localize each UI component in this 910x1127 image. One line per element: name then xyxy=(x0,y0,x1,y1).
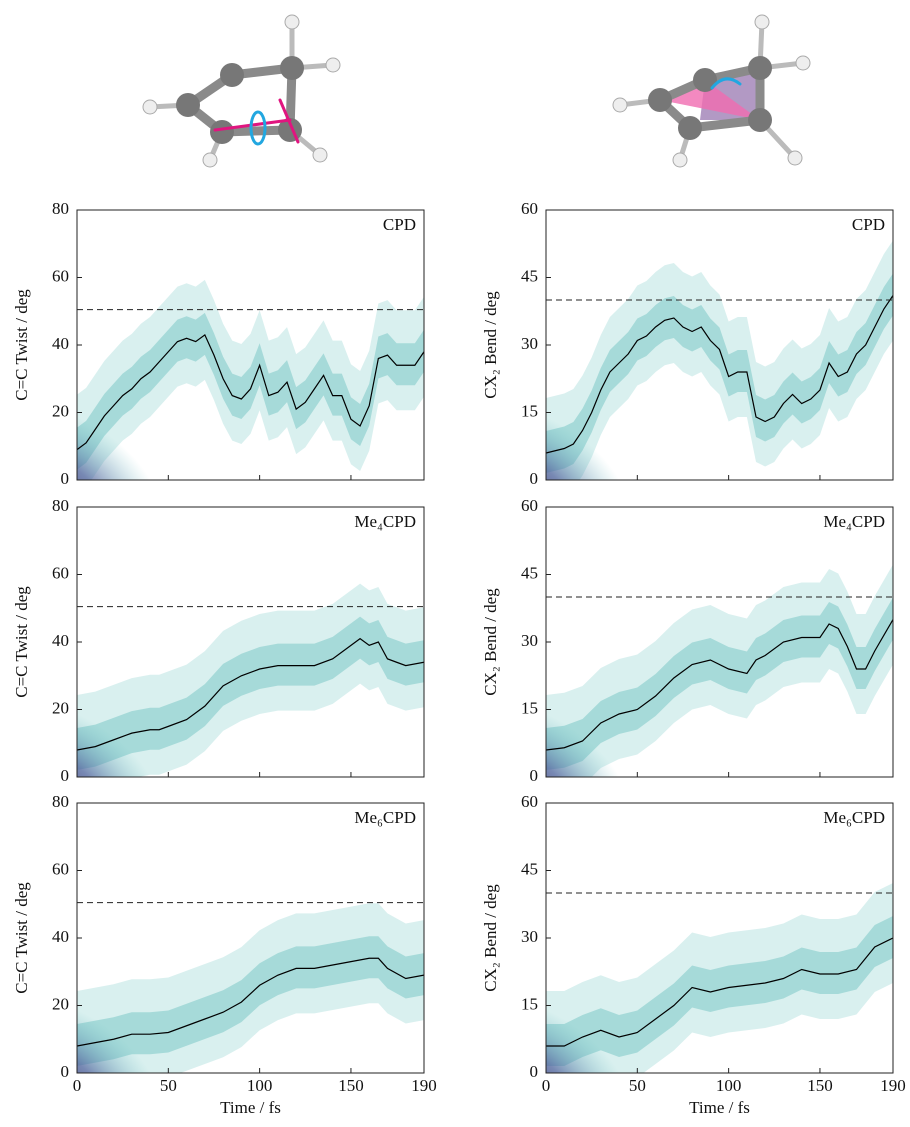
y-axis-label: CX₂ Bend / deg xyxy=(481,884,500,992)
mean-line xyxy=(546,295,893,454)
y-tick-label: 20 xyxy=(52,994,69,1013)
panel-label: Me₆CPD xyxy=(354,808,416,827)
y-tick-label: 80 xyxy=(52,496,69,515)
x-tick-label: 190 xyxy=(411,1076,437,1095)
y-tick-label: 40 xyxy=(52,334,69,353)
x-tick-label: 50 xyxy=(160,1076,177,1095)
y-tick-label: 45 xyxy=(521,563,538,582)
density-peak xyxy=(546,695,636,777)
plot-area xyxy=(77,583,424,777)
y-tick-label: 0 xyxy=(61,766,70,785)
x-tick-label: 100 xyxy=(716,1076,742,1095)
y-tick-label: 0 xyxy=(61,1062,70,1081)
molecule-bend xyxy=(612,14,811,168)
y-tick-label: 45 xyxy=(521,266,538,285)
density-core xyxy=(77,312,424,470)
y-tick-label: 80 xyxy=(52,792,69,811)
density-core xyxy=(546,597,893,770)
panel-label: Me₆CPD xyxy=(823,808,885,827)
y-tick-label: 60 xyxy=(521,792,538,811)
y-axis-label: C=C Twist / deg xyxy=(12,882,31,994)
x-tick-label: 190 xyxy=(880,1076,906,1095)
density-peak xyxy=(546,991,636,1073)
y-tick-label: 30 xyxy=(521,631,538,650)
y-tick-label: 0 xyxy=(530,1062,539,1081)
panel-label: Me₄CPD xyxy=(354,512,416,531)
plot-area xyxy=(77,279,424,480)
density-core xyxy=(77,936,424,1066)
mean-line xyxy=(77,957,424,1047)
y-axis-label: C=C Twist / deg xyxy=(12,289,31,401)
mean-line xyxy=(77,333,424,451)
y-tick-label: 30 xyxy=(521,927,538,946)
panel-label: Me₄CPD xyxy=(823,512,885,531)
panel-label: CPD xyxy=(383,215,416,234)
x-tick-label: 150 xyxy=(807,1076,833,1095)
density-peak xyxy=(546,398,636,480)
y-tick-label: 60 xyxy=(52,563,69,582)
y-tick-label: 20 xyxy=(52,698,69,717)
density-peak xyxy=(77,398,167,480)
x-tick-label: 50 xyxy=(629,1076,646,1095)
x-tick-label: 100 xyxy=(247,1076,273,1095)
molecule-twist xyxy=(142,14,341,168)
mean-line xyxy=(546,619,893,751)
density-peak xyxy=(77,991,167,1073)
plot-area xyxy=(546,564,893,777)
y-tick-label: 0 xyxy=(61,469,70,488)
y-axis-label: CX₂ Bend / deg xyxy=(481,588,500,696)
density-core xyxy=(546,916,893,1066)
y-tick-label: 40 xyxy=(52,927,69,946)
y-tick-label: 60 xyxy=(521,496,538,515)
y-tick-label: 60 xyxy=(521,199,538,218)
x-tick-label: 0 xyxy=(542,1076,551,1095)
y-tick-label: 60 xyxy=(52,266,69,285)
mean-line xyxy=(546,937,893,1047)
y-tick-label: 0 xyxy=(530,469,539,488)
plot-area xyxy=(546,240,893,480)
panel-label: CPD xyxy=(852,215,885,234)
y-tick-label: 15 xyxy=(521,698,538,717)
x-tick-label: 150 xyxy=(338,1076,364,1095)
y-tick-label: 20 xyxy=(52,401,69,420)
x-tick-label: 0 xyxy=(73,1076,82,1095)
y-tick-label: 30 xyxy=(521,334,538,353)
x-axis-label: Time / fs xyxy=(220,1098,281,1117)
y-tick-label: 45 xyxy=(521,859,538,878)
plot-area xyxy=(546,883,893,1073)
y-tick-label: 15 xyxy=(521,401,538,420)
x-axis-label: Time / fs xyxy=(689,1098,750,1117)
mean-line xyxy=(77,637,424,751)
y-tick-label: 15 xyxy=(521,994,538,1013)
y-tick-label: 80 xyxy=(52,199,69,218)
y-tick-label: 40 xyxy=(52,631,69,650)
density-peak xyxy=(77,695,167,777)
y-axis-label: C=C Twist / deg xyxy=(12,586,31,698)
plot-area xyxy=(77,903,424,1073)
y-axis-label: CX₂ Bend / deg xyxy=(481,291,500,399)
y-tick-label: 0 xyxy=(530,766,539,785)
y-tick-label: 60 xyxy=(52,859,69,878)
